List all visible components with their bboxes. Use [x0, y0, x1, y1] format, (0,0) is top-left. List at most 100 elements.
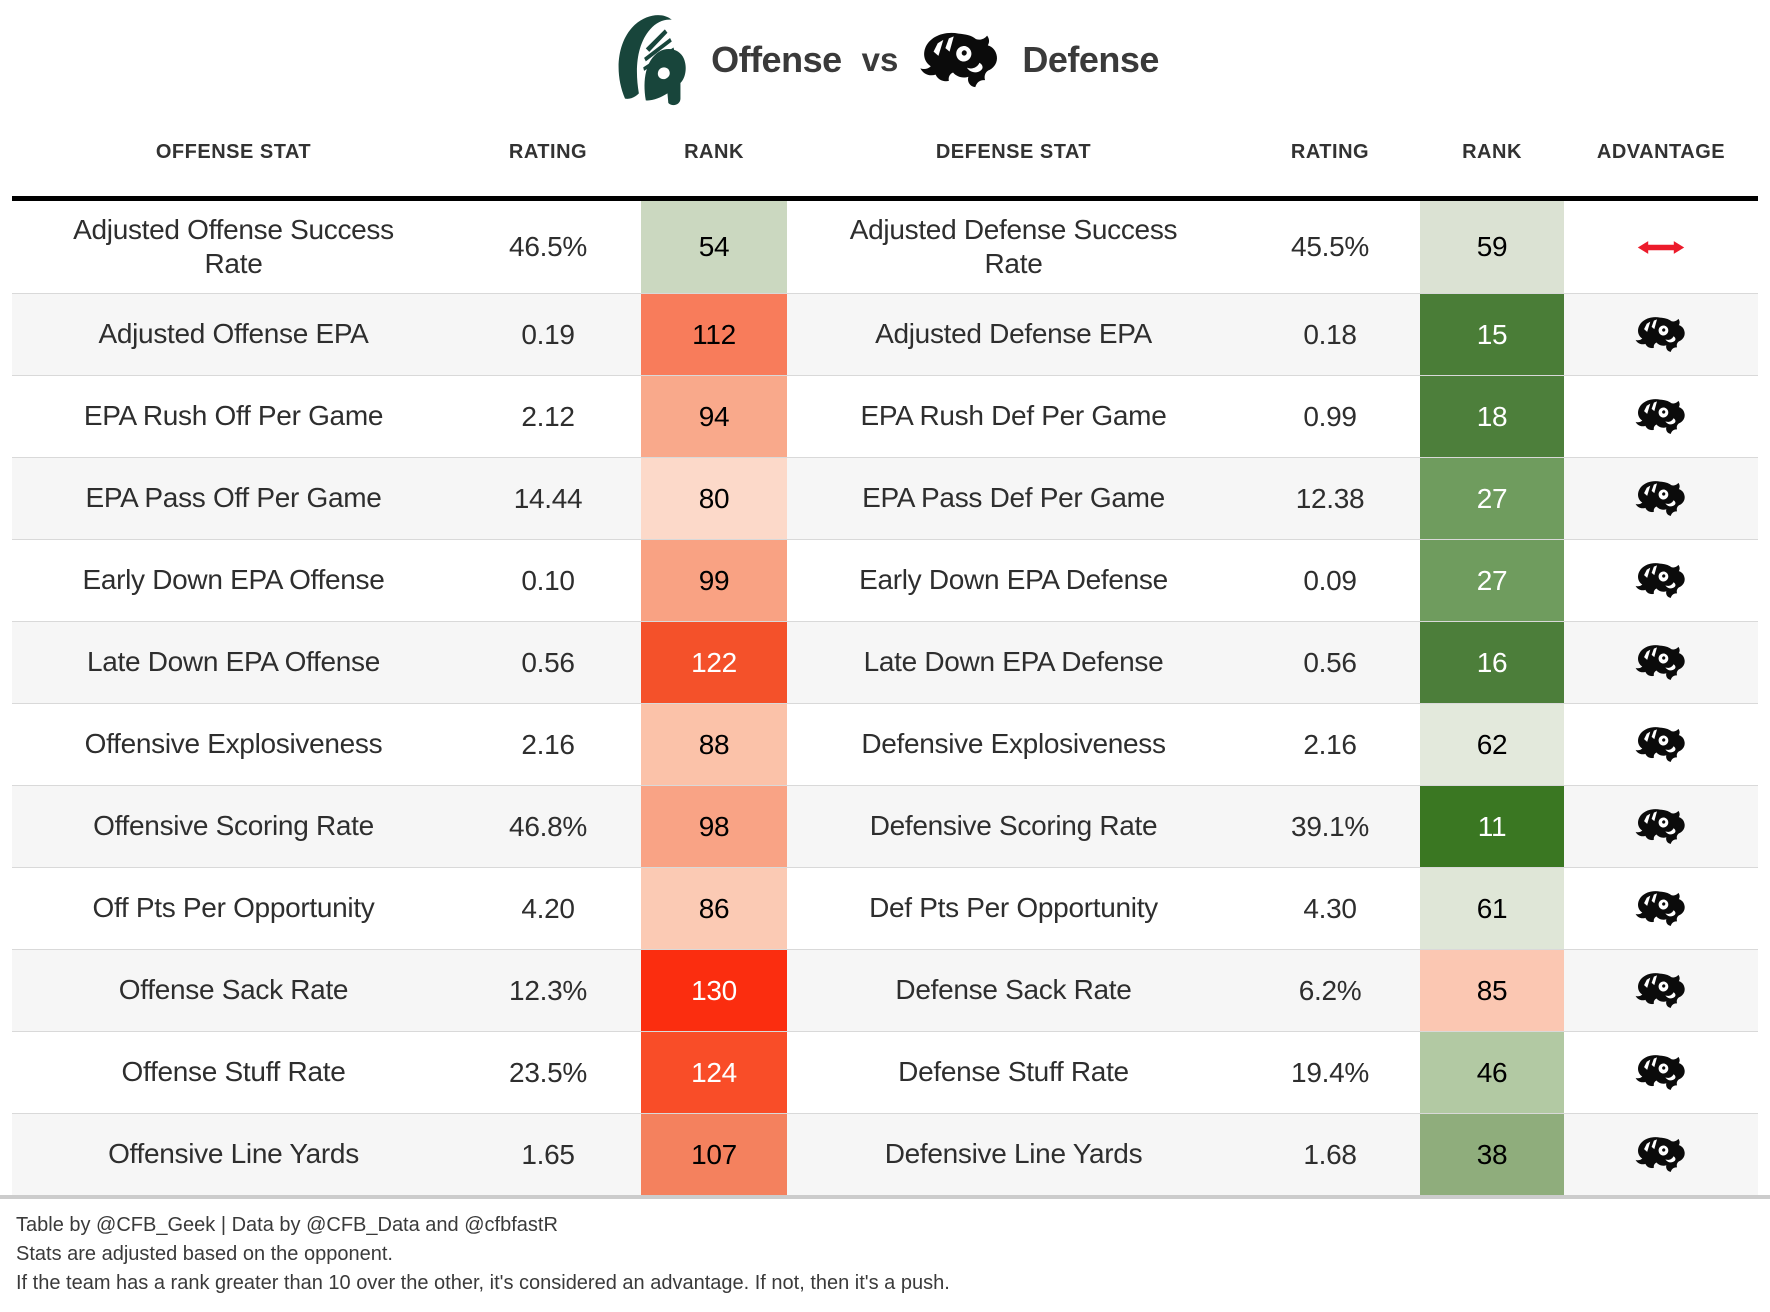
advantage-cell	[1564, 704, 1758, 785]
defense-rank-badge: 27	[1420, 540, 1564, 621]
offense-rating-value: 0.19	[521, 318, 575, 350]
defense-rank-badge: 18	[1420, 376, 1564, 457]
defense-rank-badge: 61	[1420, 868, 1564, 949]
header-offense-rating: RATING	[508, 140, 588, 163]
offense-stat-label: Offensive Explosiveness	[84, 728, 383, 760]
offense-rank-badge: 130	[641, 950, 787, 1031]
table-row: EPA Rush Off Per Game 2.12 94 EPA Rush D…	[12, 375, 1758, 457]
offense-rating-value: 4.20	[521, 892, 575, 924]
offense-stat-label: EPA Pass Off Per Game	[85, 482, 382, 514]
offense-rating-value: 12.3%	[509, 974, 587, 1006]
table-row: Adjusted Offense EPA 0.19 112 Adjusted D…	[12, 293, 1758, 375]
table-row: Offensive Scoring Rate 46.8% 98 Defensiv…	[12, 785, 1758, 867]
michigan-state-spartan-logo	[618, 14, 686, 105]
defense-rating-value: 1.68	[1303, 1138, 1357, 1170]
footer-note-advantage-rule: If the team has a rank greater than 10 o…	[16, 1272, 950, 1294]
defense-rank-badge: 46	[1420, 1032, 1564, 1113]
push-arrow-icon	[1637, 240, 1685, 254]
offense-rating-value: 1.65	[521, 1138, 575, 1170]
advantage-cell	[1564, 540, 1758, 621]
offense-stat-label: Early Down EPA Offense	[82, 564, 385, 596]
defense-rating-value: 19.4%	[1291, 1056, 1369, 1088]
defense-rating-value: 45.5%	[1291, 231, 1369, 262]
title-offense-label: Offense	[711, 39, 842, 80]
offense-rating-value: 14.44	[513, 482, 583, 514]
defense-rating-value: 6.2%	[1298, 974, 1362, 1006]
iowa-hawkeyes-logo-icon	[1635, 727, 1685, 762]
iowa-hawkeyes-logo-icon	[1635, 399, 1685, 434]
offense-rating-value: 23.5%	[509, 1056, 587, 1088]
defense-stat-label: Defense Sack Rate	[895, 974, 1132, 1006]
advantage-cell	[1564, 201, 1758, 293]
table-row: Offense Stuff Rate 23.5% 124 Defense Stu…	[12, 1031, 1758, 1113]
defense-rank-badge: 15	[1420, 294, 1564, 375]
defense-rank-badge: 85	[1420, 950, 1564, 1031]
defense-stat-label: Adjusted Defense Success Rate	[849, 213, 1178, 279]
offense-stat-label: Offensive Scoring Rate	[93, 810, 374, 842]
defense-rank-badge: 59	[1420, 201, 1564, 293]
offense-rating-value: 2.16	[521, 728, 575, 760]
offense-stat-label: Adjusted Offense EPA	[98, 318, 369, 350]
table-row: Late Down EPA Offense 0.56 122 Late Down…	[12, 621, 1758, 703]
advantage-cell	[1564, 376, 1758, 457]
defense-rating-value: 39.1%	[1291, 810, 1369, 842]
table-header-row: OFFENSE STAT RATING RANK DEFENSE STAT RA…	[12, 108, 1758, 201]
table-row: Adjusted Offense Success Rate 46.5% 54 A…	[12, 201, 1758, 293]
offense-rank-badge: 99	[641, 540, 787, 621]
offense-rank-badge: 94	[641, 376, 787, 457]
defense-rank-badge: 62	[1420, 704, 1564, 785]
table-row: EPA Pass Off Per Game 14.44 80 EPA Pass …	[12, 457, 1758, 539]
iowa-hawkeyes-logo-icon	[1635, 1055, 1685, 1090]
offense-stat-label: EPA Rush Off Per Game	[83, 400, 384, 432]
advantage-cell	[1564, 868, 1758, 949]
defense-rating-value: 4.30	[1303, 892, 1357, 924]
offense-rank-badge: 98	[641, 786, 787, 867]
defense-rank-badge: 38	[1420, 1114, 1564, 1195]
defense-rating-value: 0.56	[1303, 646, 1357, 678]
offense-rank-badge: 80	[641, 458, 787, 539]
table-row: Offense Sack Rate 12.3% 130 Defense Sack…	[12, 949, 1758, 1031]
offense-rank-badge: 124	[641, 1032, 787, 1113]
iowa-hawkeyes-logo-icon	[1635, 563, 1685, 598]
defense-rank-badge: 16	[1420, 622, 1564, 703]
offense-rank-badge: 54	[641, 201, 787, 293]
defense-rank-badge: 27	[1420, 458, 1564, 539]
defense-rating-value: 0.09	[1303, 564, 1357, 596]
iowa-hawkeyes-logo-icon	[1635, 973, 1685, 1008]
offense-stat-label: Offense Sack Rate	[118, 974, 349, 1006]
defense-stat-label: Defense Stuff Rate	[898, 1056, 1129, 1088]
footer-notes: Table by @CFB_Geek | Data by @CFB_Data a…	[16, 1211, 1770, 1298]
offense-rank-badge: 112	[641, 294, 787, 375]
footer-credit-line: Table by @CFB_Geek | Data by @CFB_Data a…	[16, 1214, 558, 1236]
advantage-cell	[1564, 1032, 1758, 1113]
header-offense-rank: RANK	[684, 140, 744, 163]
defense-stat-label: Adjusted Defense EPA	[875, 318, 1152, 350]
advantage-cell	[1564, 950, 1758, 1031]
defense-rating-value: 12.38	[1295, 482, 1365, 514]
offense-rank-badge: 86	[641, 868, 787, 949]
header-defense-rating: RATING	[1290, 140, 1370, 163]
defense-stat-label: EPA Rush Def Per Game	[860, 400, 1167, 432]
iowa-hawkeyes-logo-icon	[1635, 1137, 1685, 1172]
title-defense-label: Defense	[1022, 39, 1159, 80]
iowa-hawkeyes-logo	[920, 32, 998, 88]
defense-stat-label: EPA Pass Def Per Game	[862, 482, 1165, 514]
offense-rating-value: 0.10	[521, 564, 575, 596]
table-body: Adjusted Offense Success Rate 46.5% 54 A…	[12, 201, 1758, 1195]
defense-stat-label: Defensive Scoring Rate	[869, 810, 1158, 842]
defense-stat-label: Early Down EPA Defense	[859, 564, 1168, 596]
offense-rating-value: 46.5%	[509, 231, 587, 262]
offense-stat-label: Offensive Line Yards	[108, 1138, 359, 1170]
title-vs-label: vs	[861, 41, 899, 78]
defense-stat-label: Def Pts Per Opportunity	[869, 892, 1158, 924]
table-row: Offensive Explosiveness 2.16 88 Defensiv…	[12, 703, 1758, 785]
offense-rank-badge: 122	[641, 622, 787, 703]
advantage-cell	[1564, 458, 1758, 539]
advantage-cell	[1564, 1114, 1758, 1195]
defense-rating-value: 0.99	[1303, 400, 1357, 432]
title-bar: Offense vs Defense	[0, 0, 1770, 108]
iowa-hawkeyes-logo-icon	[1635, 317, 1685, 352]
offense-rating-value: 2.12	[521, 400, 575, 432]
defense-stat-label: Defensive Line Yards	[884, 1138, 1143, 1170]
